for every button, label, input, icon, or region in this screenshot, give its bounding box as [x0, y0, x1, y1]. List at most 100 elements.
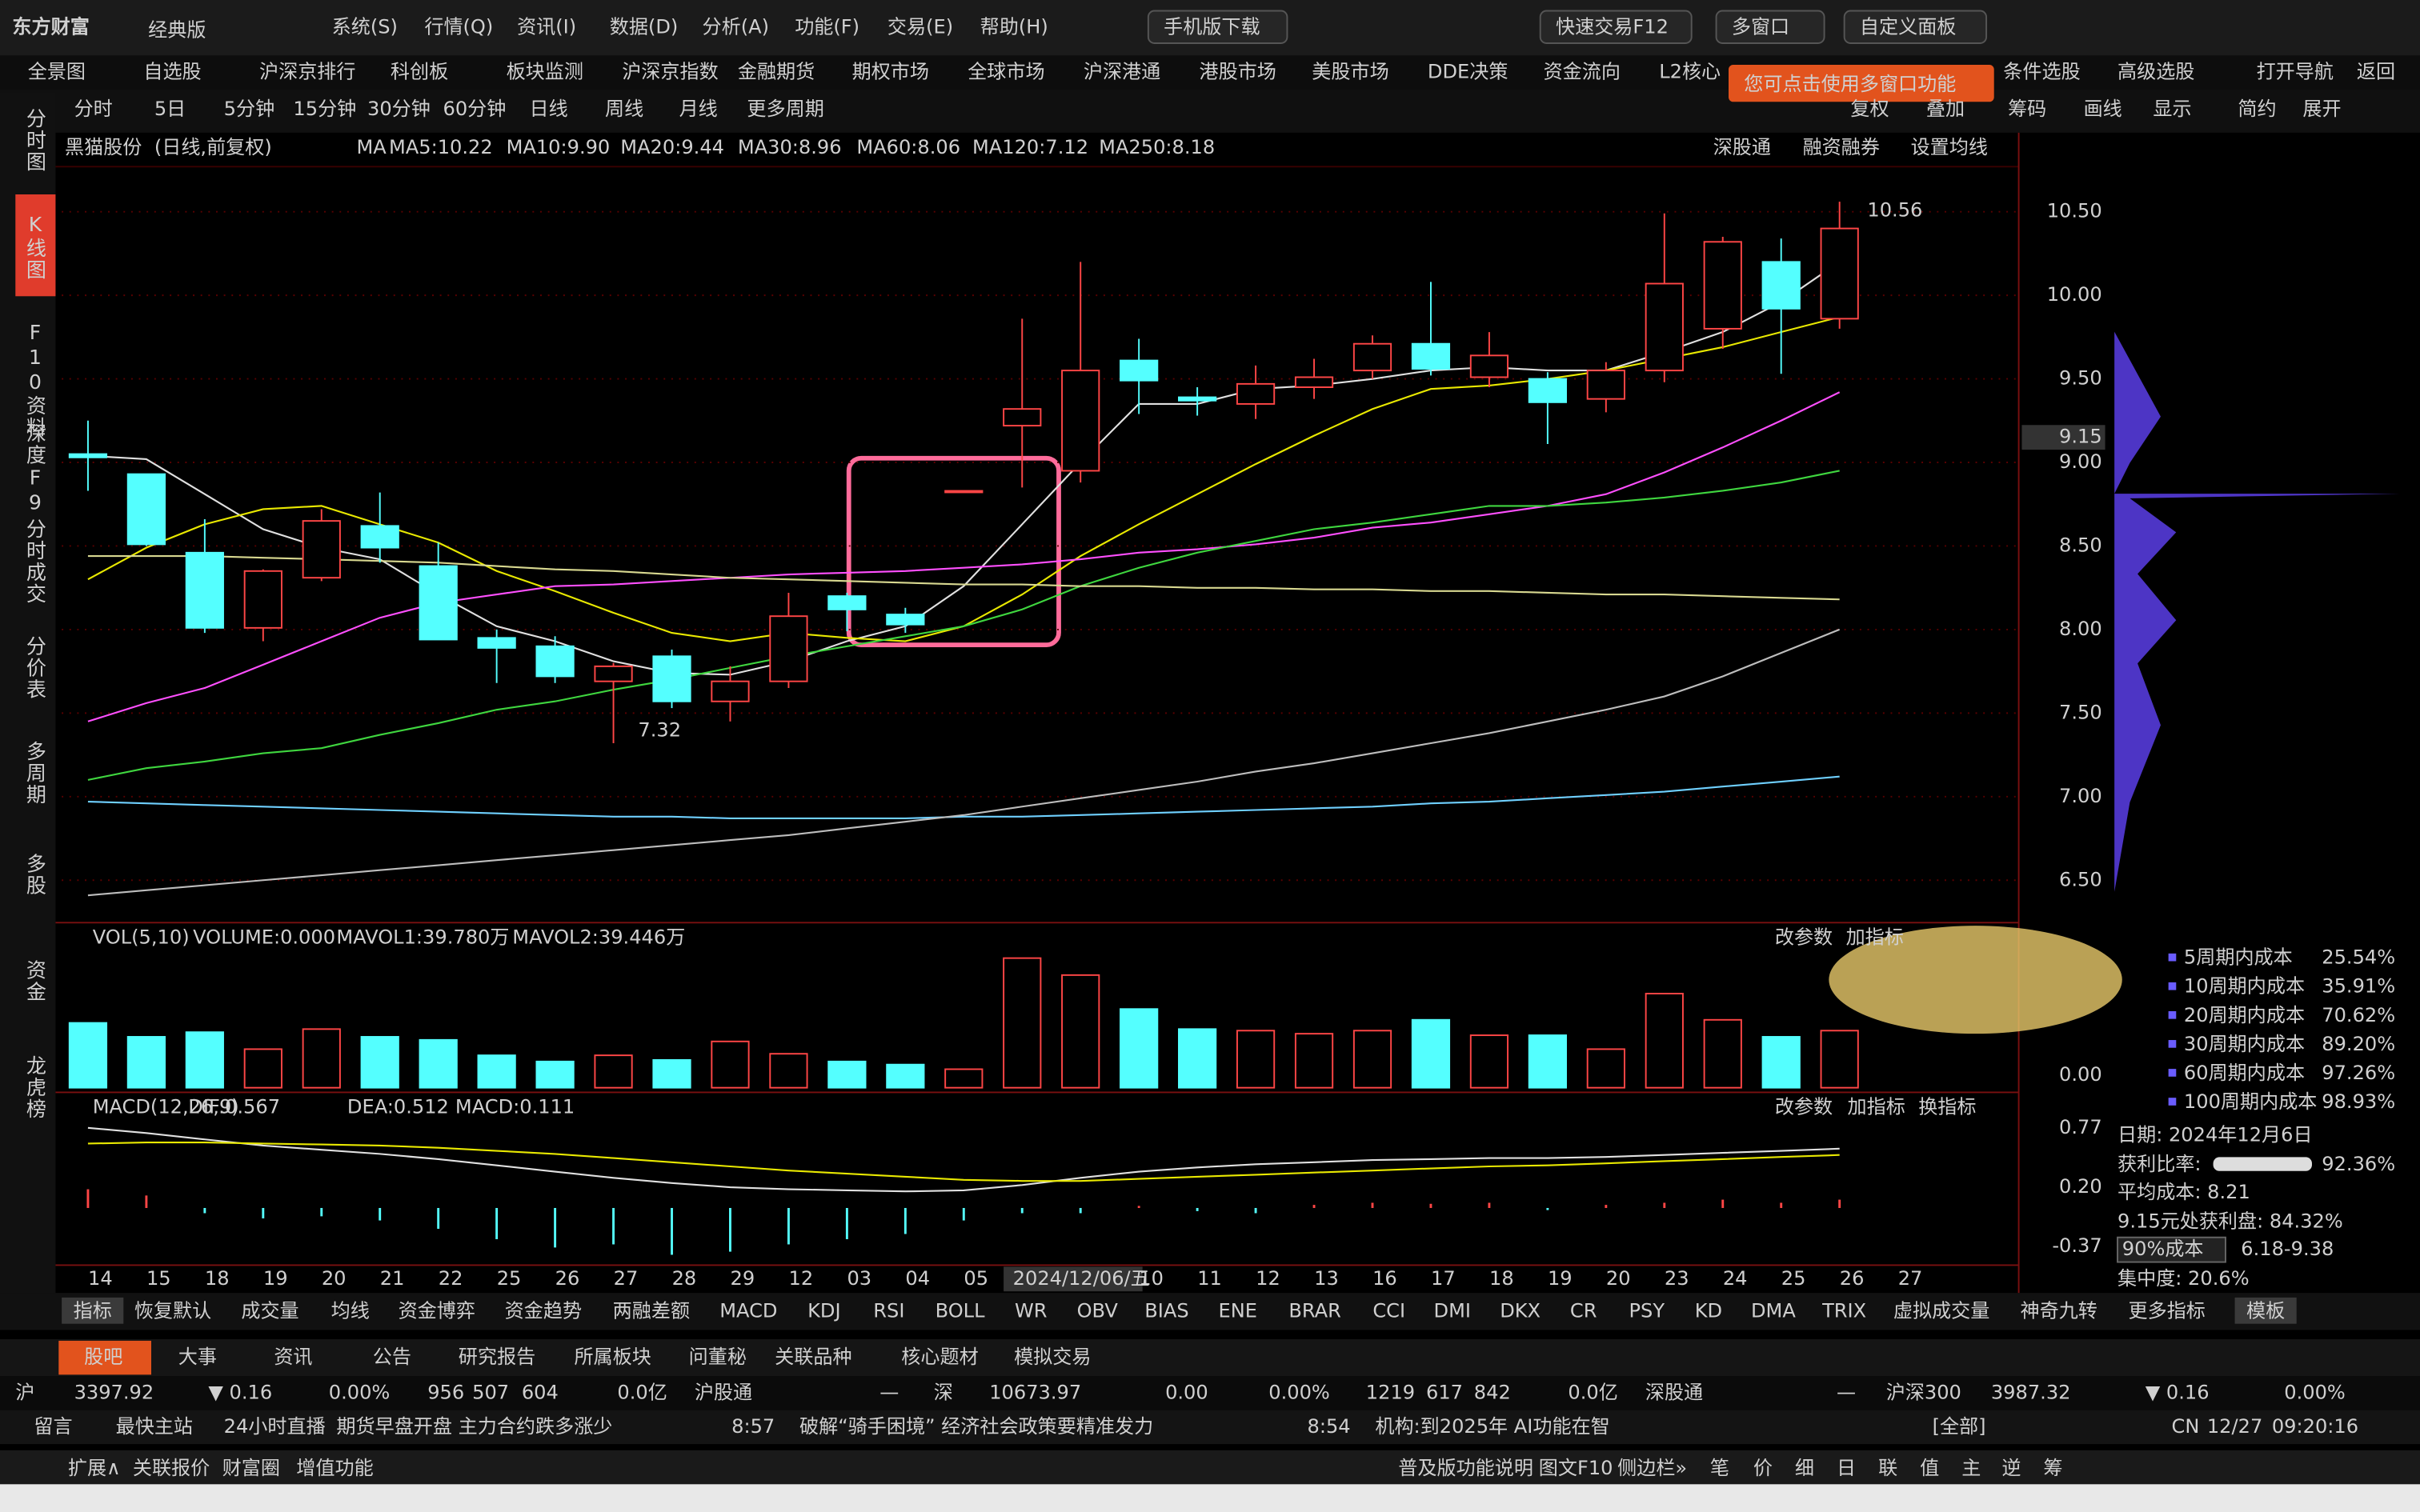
indicator-tab[interactable]: ENE — [1218, 1299, 1256, 1322]
bottom-tab[interactable]: 关联品种 — [775, 1346, 851, 1368]
nav-item[interactable]: 金融期货 — [738, 61, 815, 83]
indicator-tab[interactable]: DMA — [1751, 1299, 1796, 1322]
top-button[interactable] — [1147, 10, 1288, 44]
nav-item[interactable]: 全球市场 — [968, 61, 1044, 83]
indicator-tab[interactable]: DKX — [1500, 1299, 1541, 1322]
footer-item[interactable]: 扩展∧ — [68, 1457, 121, 1479]
ticker-item[interactable]: 最快主站 — [116, 1415, 193, 1438]
footer-item[interactable]: 日 — [1837, 1457, 1856, 1479]
footer-item[interactable]: 细 — [1795, 1457, 1814, 1479]
ticker-item[interactable]: 留言 — [34, 1415, 72, 1438]
bottom-tab[interactable]: 公告 — [373, 1346, 411, 1368]
footer-item[interactable]: 图文F10 — [1539, 1457, 1613, 1479]
indicator-tab[interactable]: PSY — [1629, 1299, 1665, 1322]
panel-button[interactable]: 改参数 — [1775, 926, 1833, 949]
nav-item[interactable]: 高级选股 — [2118, 61, 2194, 83]
indicator-tab[interactable]: CCI — [1372, 1299, 1405, 1322]
sidebar-item[interactable]: 龙虎榜 — [23, 1055, 46, 1120]
nav-item[interactable]: 期权市场 — [852, 61, 929, 83]
indicator-tab[interactable]: BIAS — [1144, 1299, 1188, 1322]
nav-item[interactable]: 全景图 — [28, 61, 86, 83]
sidebar-item[interactable]: K线图 — [23, 213, 46, 281]
sidebar-item[interactable]: 深度F9 — [23, 422, 46, 515]
ticker-item[interactable]: [全部] — [1933, 1415, 1986, 1438]
menu-item[interactable]: 分析(A) — [703, 16, 769, 38]
indicator-tab[interactable]: WR — [1015, 1299, 1048, 1322]
menu-item[interactable]: 资讯(I) — [517, 16, 576, 38]
period-tab[interactable]: 60分钟 — [443, 98, 507, 120]
footer-item[interactable]: 值 — [1920, 1457, 1939, 1479]
footer-item[interactable]: 联 — [1878, 1457, 1897, 1479]
nav-item[interactable]: L2核心 — [1659, 61, 1721, 83]
menu-item[interactable]: 功能(F) — [795, 16, 859, 38]
nav-item[interactable]: 自选股 — [143, 61, 201, 83]
bottom-tab[interactable]: 模拟交易 — [1014, 1346, 1091, 1368]
top-button-label[interactable]: 手机版下载 — [1164, 16, 1260, 38]
nav-item[interactable]: 沪深港通 — [1084, 61, 1160, 83]
footer-item[interactable]: 逆 — [2001, 1457, 2021, 1479]
toolbar-item[interactable]: 叠加 — [1926, 98, 1965, 120]
indicator-tab[interactable]: KD — [1695, 1299, 1722, 1322]
top-button-label[interactable]: 快速交易F12 — [1556, 16, 1669, 38]
indicator-tab[interactable]: 两融差额 — [613, 1299, 690, 1322]
indicator-tab[interactable]: 恢复默认 — [134, 1299, 211, 1322]
footer-item[interactable]: 笔 — [1710, 1457, 1729, 1479]
indicator-tab[interactable]: DMI — [1434, 1299, 1471, 1322]
range-select-label[interactable]: 90%成本 — [2122, 1238, 2204, 1260]
nav-item[interactable]: 打开导航 — [2257, 61, 2334, 83]
footer-item[interactable]: 关联报价 — [133, 1457, 210, 1479]
indicator-tab[interactable]: BRAR — [1288, 1299, 1341, 1322]
period-tab[interactable]: 15分钟 — [293, 98, 356, 120]
menu-item[interactable]: 系统(S) — [332, 16, 398, 38]
period-tab[interactable]: 更多周期 — [747, 98, 823, 120]
toolbar-item[interactable]: 显示 — [2153, 98, 2191, 120]
nav-item[interactable]: 沪深京排行 — [259, 61, 355, 83]
panel-button[interactable]: 改参数 — [1775, 1096, 1833, 1118]
top-button-label[interactable]: 自定义面板 — [1860, 16, 1956, 38]
indicator-tab[interactable]: CR — [1570, 1299, 1597, 1322]
indicator-tab[interactable]: 均线 — [331, 1299, 370, 1322]
chart-link[interactable]: 深股通 — [1713, 136, 1771, 158]
top-button[interactable] — [1715, 10, 1825, 44]
range-select[interactable] — [2117, 1236, 2226, 1263]
top-button[interactable] — [1843, 10, 1988, 44]
sidebar-item[interactable]: 多股 — [23, 854, 46, 897]
indicator-tab[interactable]: KDJ — [807, 1299, 840, 1322]
indicator-tab[interactable]: TRIX — [1821, 1299, 1866, 1322]
toolbar-item[interactable]: 复权 — [1850, 98, 1889, 120]
nav-item[interactable]: 沪深京指数 — [622, 61, 718, 83]
bottom-tab[interactable]: 问董秘 — [689, 1346, 747, 1368]
nav-item[interactable]: 返回 — [2357, 61, 2395, 83]
indicator-tab[interactable]: OBV — [1077, 1299, 1119, 1322]
footer-item[interactable]: 侧边栏» — [1617, 1457, 1687, 1479]
footer-item[interactable]: 筹 — [2043, 1457, 2062, 1479]
bottom-tab[interactable]: 资讯 — [274, 1346, 312, 1368]
sidebar-item[interactable]: 分价表 — [23, 636, 46, 701]
bottom-tab[interactable]: 大事 — [178, 1346, 217, 1368]
sidebar-item[interactable]: 多周期 — [23, 741, 46, 806]
period-tab[interactable]: 周线 — [605, 98, 643, 120]
footer-item[interactable]: 主 — [1961, 1457, 1981, 1479]
sidebar-item[interactable]: F10资料 — [23, 321, 46, 438]
nav-item[interactable]: 科创板 — [391, 61, 448, 83]
menu-item[interactable]: 帮助(H) — [980, 16, 1048, 38]
period-tab[interactable]: 日线 — [530, 98, 568, 120]
period-tab[interactable]: 分时 — [74, 98, 113, 120]
bottom-tab[interactable]: 所属板块 — [574, 1346, 651, 1368]
bottom-tab[interactable]: 股吧 — [84, 1346, 122, 1368]
chart-link[interactable]: 设置均线 — [1911, 136, 1988, 158]
period-tab[interactable]: 5日 — [154, 98, 186, 120]
period-tab[interactable]: 30分钟 — [367, 98, 431, 120]
nav-item[interactable]: 板块监测 — [507, 61, 583, 83]
indicator-tab[interactable]: 成交量 — [241, 1299, 298, 1322]
sidebar-item[interactable]: 资金 — [23, 960, 46, 1003]
sidebar-item[interactable]: 分时成交 — [23, 518, 46, 605]
indicator-tab[interactable]: 虚拟成交量 — [1893, 1299, 1989, 1322]
period-tab[interactable]: 月线 — [679, 98, 718, 120]
footer-item[interactable]: 增值功能 — [296, 1457, 373, 1479]
indicator-tab[interactable]: 资金趋势 — [505, 1299, 582, 1322]
nav-item[interactable]: DDE决策 — [1428, 61, 1508, 83]
footer-item[interactable]: 价 — [1753, 1457, 1773, 1479]
toolbar-item[interactable]: 简约 — [2238, 98, 2276, 120]
indicator-tab[interactable]: RSI — [873, 1299, 904, 1322]
